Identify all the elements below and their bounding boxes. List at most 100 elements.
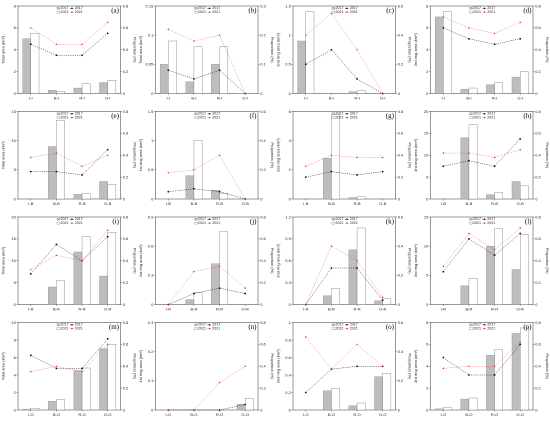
line-point (330, 245, 333, 248)
y2-tick-label: 0 (123, 91, 126, 96)
line-point (218, 265, 221, 268)
panel-label: (p) (523, 323, 532, 331)
x-tick-label: O-R (517, 307, 524, 312)
line-point (442, 165, 445, 168)
x-tick-label: R-O (216, 412, 223, 417)
legend-marker (71, 222, 73, 224)
chart-panel: 0 0.5 1 1.5 0 0.2 0.4 0.6 1st ring area (km²) Pro… (138, 109, 275, 206)
panel-label: (i) (112, 218, 119, 226)
y-tick-label: 0 (151, 407, 154, 412)
y-tick-label: 0.4 (285, 372, 291, 377)
x-tick-label: O-B (379, 201, 386, 206)
y2-tick-label: 0.4 (398, 32, 404, 37)
x-tick-label: R-B (79, 201, 86, 206)
legend-marker (346, 327, 348, 330)
bar (494, 192, 503, 200)
y-tick-label: 0.5 (148, 167, 154, 172)
chart-panel: 0 5 10 15 0 0.2 0.4 0.6 0.8 3rd ring area (km²) Pr… (413, 214, 550, 311)
legend-label: 2017 (336, 112, 344, 116)
line-point (106, 338, 109, 340)
x-tick-label: B-I (54, 96, 59, 101)
line-point (468, 37, 470, 40)
line-point (330, 170, 333, 173)
x-tick-label: I-I (29, 96, 33, 101)
legend-label: 2021 (487, 115, 495, 119)
bar (73, 370, 83, 411)
series-line (305, 245, 383, 305)
line-point (442, 152, 445, 154)
line-point (519, 148, 522, 151)
y-axis-title: 3rd ring area (km²) (413, 138, 418, 172)
bar (185, 81, 195, 94)
y2-tick-label: 0.6 (123, 25, 129, 30)
line-point (468, 237, 470, 240)
line-point (330, 12, 333, 15)
series-line (30, 344, 108, 372)
y-tick-label: 8 (426, 3, 429, 8)
bar (211, 263, 220, 305)
legend-swatch-bar-2021 (469, 116, 473, 119)
line-point (193, 270, 195, 273)
line-point (167, 171, 170, 174)
y2-axis-title: Proportion (%) (408, 353, 413, 379)
chart-panel: 0 5 10 15 20 0 0.2 0.4 0.6 0.8 3rd ring area (km²)… (413, 109, 550, 206)
y-tick-label: 8 (426, 320, 429, 325)
legend-label: 2021 (198, 221, 206, 225)
x-tick-label: R-O (353, 412, 360, 417)
y-tick-label: 2 (289, 167, 292, 172)
x-tick-label: B-I (329, 96, 334, 101)
legend-marker (483, 113, 486, 115)
legend-marker (208, 324, 211, 326)
line-point (55, 365, 58, 368)
series-line (168, 154, 246, 200)
bar (48, 286, 57, 305)
series-line (443, 27, 521, 45)
y2-tick-label: 0.4 (398, 153, 404, 158)
legend-swatch-bar-2017 (194, 323, 198, 326)
legend-swatch-bar-2017 (194, 7, 198, 10)
x-tick-label: B-I (466, 96, 471, 101)
y2-tick-label: 0.2 (535, 69, 541, 74)
line-point (29, 170, 32, 173)
line-point (304, 63, 307, 66)
legend-label: 2021 (61, 10, 69, 14)
y2-tick-label: 0.4 (398, 349, 404, 354)
bar (99, 348, 108, 411)
x-tick-label: B-O (190, 412, 197, 417)
bar (468, 397, 478, 411)
plot-frame (292, 111, 396, 200)
y-tick-label: 0.2 (285, 390, 291, 395)
y2-tick-label: 0.6 (123, 131, 129, 136)
y2-tick-label: 0.2 (123, 385, 129, 390)
legend-swatch-bar-2021 (56, 10, 61, 14)
bar (356, 402, 366, 411)
y2-tick-label: 0 (260, 91, 263, 96)
x-tick-label: R-O (491, 412, 498, 417)
line-point (304, 303, 307, 306)
y2-axis-title: Proportion (%) (408, 248, 413, 274)
line-point (330, 154, 333, 157)
legend-label: 2017 (198, 6, 206, 10)
y-tick-label: 20 (424, 109, 429, 114)
series-line (443, 138, 521, 167)
bar (486, 245, 495, 305)
y-tick-label: 0.9 (148, 214, 154, 219)
y-tick-label: 6 (14, 25, 17, 30)
y-tick-label: 1 (151, 138, 154, 143)
y2-tick-label: 0 (123, 196, 126, 201)
bar (236, 403, 246, 411)
y-axis-title: 2nd ring area (km²) (276, 138, 281, 173)
y-axis-title: 1st ring area (km²) (138, 244, 143, 277)
legend-label: 2017 (473, 217, 481, 221)
bar (48, 146, 57, 200)
legend-label: 2021 (487, 221, 495, 225)
y2-tick-label: 0.6 (123, 342, 129, 347)
legend-label: 2021 (212, 10, 220, 14)
y-tick-label: 0 (14, 91, 17, 96)
legend-marker (71, 11, 73, 13)
y2-tick-label: 0.4 (535, 364, 541, 369)
legend-label: 2017 (473, 6, 481, 10)
y-tick-label: 4 (14, 47, 17, 52)
